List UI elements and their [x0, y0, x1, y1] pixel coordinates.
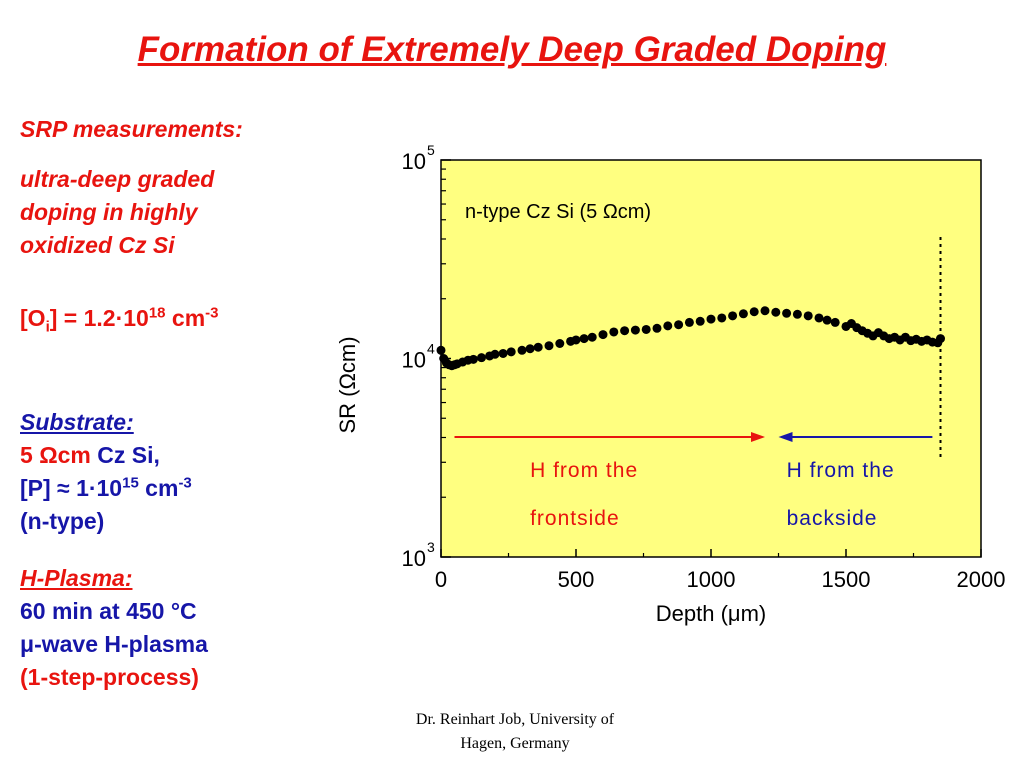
- data-point: [728, 311, 738, 321]
- substrate-block: Substrate: 5 Ωcm Cz Si, [P] ≈ 1·1015 cm-…: [20, 406, 192, 538]
- data-point: [792, 309, 802, 319]
- phosphorus-line: [P] ≈ 1·1015 cm-3: [20, 472, 192, 505]
- arrow-backside-head: [778, 432, 793, 442]
- srp-desc-line: ultra-deep graded: [20, 166, 215, 192]
- oi-open: [O: [20, 305, 46, 331]
- data-point: [771, 307, 781, 317]
- y-tick-exponent: 5: [427, 142, 435, 158]
- plot-area: [440, 159, 982, 558]
- x-tick-label: 0: [435, 567, 447, 592]
- arrow-backside-label: backside: [787, 507, 878, 530]
- data-point: [579, 334, 589, 344]
- data-point: [525, 344, 535, 354]
- srp-description: ultra-deep graded doping in highly oxidi…: [20, 163, 214, 262]
- data-point: [706, 314, 716, 324]
- data-point: [506, 347, 516, 357]
- data-point: [782, 308, 792, 318]
- data-point: [620, 326, 630, 336]
- data-point: [717, 313, 727, 323]
- plasma-heading: H-Plasma:: [20, 565, 133, 591]
- data-point: [749, 307, 759, 317]
- data-point: [663, 321, 673, 331]
- page-title: Formation of Extremely Deep Graded Dopin…: [137, 30, 887, 69]
- resist-unit: Ωcm: [39, 442, 91, 468]
- resist-rest: Cz Si,: [90, 442, 160, 468]
- x-tick-label: 2000: [957, 567, 1006, 592]
- data-point: [544, 341, 554, 351]
- data-point: [498, 348, 508, 358]
- data-point: [684, 317, 694, 327]
- y-tick-exponent: 3: [427, 539, 435, 555]
- y-tick-label: 10: [402, 348, 426, 373]
- x-tick-label: 500: [558, 567, 595, 592]
- data-point: [609, 327, 619, 337]
- footer-line: Dr. Reinhart Job, University of: [415, 711, 615, 728]
- data-point: [587, 332, 597, 342]
- data-point: [571, 335, 581, 345]
- data-point: [477, 353, 486, 363]
- arrow-frontside-label: H from the: [530, 459, 638, 482]
- oi-mid: ] = 1.2·10: [49, 305, 149, 331]
- p-pre: [P] ≈ 1·10: [20, 475, 123, 501]
- data-point: [490, 349, 500, 359]
- arrow-frontside-label: frontside: [530, 507, 620, 530]
- data-series: [436, 306, 945, 371]
- plasma-block: H-Plasma: 60 min at 450 °C μ-wave H-plas…: [20, 562, 208, 694]
- arrow-backside-label: H from the: [787, 459, 895, 482]
- data-point: [517, 345, 527, 355]
- data-point: [468, 354, 478, 364]
- y-tick-label: 10: [402, 149, 426, 174]
- srp-desc-line: oxidized Cz Si: [20, 232, 175, 258]
- data-point: [936, 334, 945, 344]
- oi-exp: 18: [148, 304, 166, 322]
- data-point: [803, 311, 813, 321]
- data-point: [822, 315, 832, 325]
- data-point: [533, 342, 543, 352]
- data-point: [555, 339, 565, 349]
- oi-sub: i: [45, 318, 50, 336]
- arrows: H from the frontside H from the backside: [454, 432, 933, 530]
- arrow-frontside-head: [751, 432, 765, 442]
- substrate-heading: Substrate:: [20, 409, 134, 435]
- data-point: [436, 345, 446, 355]
- y-axis-label: SR (Ωcm): [335, 336, 360, 433]
- plasma-line: (1-step-process): [20, 664, 199, 690]
- p-unit: cm: [138, 475, 179, 501]
- srp-heading: SRP measurements:: [20, 116, 243, 142]
- oxygen-concentration: [Oi] = 1.2·1018 cm-3: [20, 302, 219, 335]
- plasma-line: 60 min at 450 °C: [20, 598, 197, 624]
- plasma-line: μ-wave H-plasma: [20, 631, 208, 657]
- data-point: [652, 323, 662, 333]
- footer: Dr. Reinhart Job, University of Hagen, G…: [380, 708, 650, 756]
- x-tick-label: 1000: [687, 567, 736, 592]
- data-point: [830, 317, 840, 327]
- x-tick-label: 1500: [822, 567, 871, 592]
- footer-line: Hagen, Germany: [460, 735, 570, 752]
- resist-value: 5: [20, 442, 40, 468]
- data-point: [738, 309, 748, 319]
- substrate-resistivity: 5 Ωcm Cz Si,: [20, 439, 192, 472]
- oi-unit-exp: -3: [205, 304, 219, 322]
- y-tick-exponent: 4: [427, 341, 435, 357]
- chart-annotation: n-type Cz Si (5 Ωcm): [465, 201, 651, 223]
- x-axis-label: Depth (μm): [656, 601, 766, 626]
- data-point: [674, 320, 684, 330]
- data-point: [760, 306, 770, 316]
- data-point: [814, 313, 824, 323]
- p-exp: 15: [122, 474, 139, 492]
- srp-desc-line: doping in highly: [20, 199, 198, 225]
- y-tick-label: 10: [402, 546, 426, 571]
- oi-unit: cm: [165, 305, 206, 331]
- data-point: [641, 324, 651, 334]
- substrate-type: (n-type): [20, 508, 105, 534]
- data-point: [695, 316, 705, 326]
- p-unit-exp: -3: [178, 474, 192, 492]
- data-point: [598, 330, 608, 340]
- data-point: [630, 325, 640, 335]
